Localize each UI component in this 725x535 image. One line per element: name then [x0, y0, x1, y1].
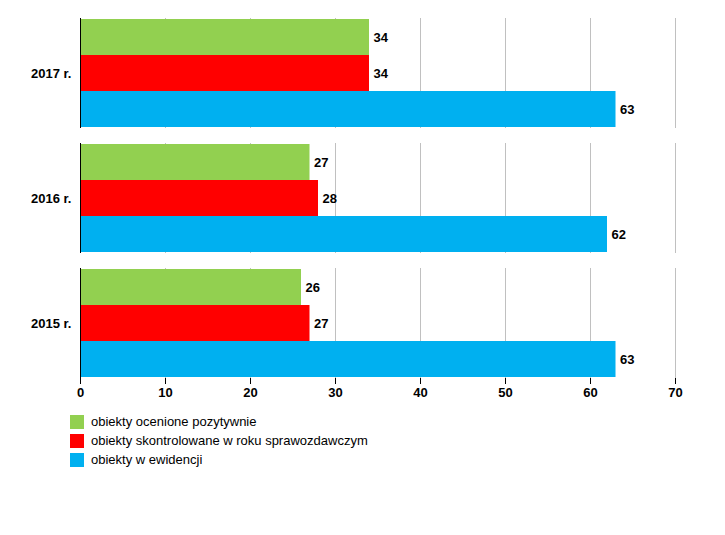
svg-text:0: 0: [77, 385, 84, 400]
svg-text:70: 70: [668, 385, 682, 400]
svg-text:28: 28: [323, 191, 337, 206]
html-text:obiekty w ewidencji: obiekty w ewidencji: [91, 452, 203, 467]
svg-text:2017 r.: 2017 r.: [31, 66, 72, 81]
svg-text:40: 40: [413, 385, 427, 400]
svg-text:2016 r.: 2016 r.: [31, 191, 72, 206]
svg-text:63: 63: [620, 102, 634, 117]
html-text:obiekty ocenione pozytywnie: obiekty ocenione pozytywnie: [91, 414, 257, 429]
svg-text:50: 50: [498, 385, 512, 400]
svg-text:2015 r.: 2015 r.: [31, 316, 72, 331]
svg-text:62: 62: [612, 227, 626, 242]
svg-text:26: 26: [306, 280, 320, 295]
html-text:obiekty skontrolowane w roku s: obiekty skontrolowane w roku sprawozdawc…: [91, 433, 368, 448]
svg-text:34: 34: [374, 66, 389, 81]
svg-text:63: 63: [620, 352, 634, 367]
svg-text:60: 60: [583, 385, 597, 400]
svg-text:27: 27: [314, 155, 328, 170]
svg-text:34: 34: [374, 30, 389, 45]
svg-text:27: 27: [314, 316, 328, 331]
svg-text:10: 10: [158, 385, 172, 400]
svg-text:30: 30: [328, 385, 342, 400]
svg-text:20: 20: [243, 385, 257, 400]
